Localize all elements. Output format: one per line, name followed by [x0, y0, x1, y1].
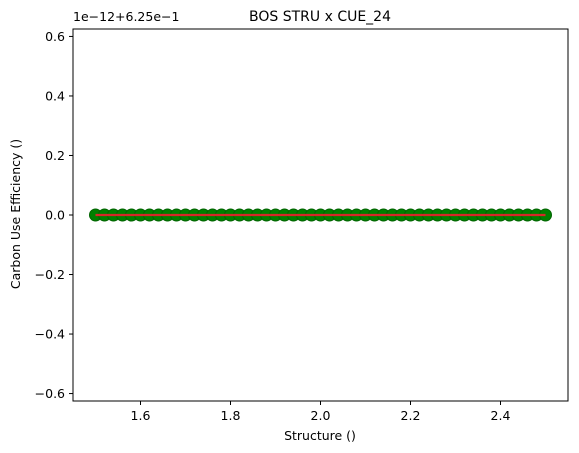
y-axis-offset-label: 1e−12+6.25e−1 — [73, 9, 179, 24]
y-tick-label: −0.4 — [35, 327, 65, 342]
y-tick-label: −0.2 — [35, 267, 65, 282]
y-axis-label: Carbon Use Efficiency () — [8, 139, 23, 289]
y-tick-label: 0.0 — [45, 208, 65, 223]
y-tick-label: 0.4 — [45, 88, 65, 103]
x-tick-label: 2.2 — [401, 408, 421, 423]
x-tick-label: 2.4 — [491, 408, 511, 423]
x-axis-label: Structure () — [284, 428, 356, 443]
x-tick-label: 2.0 — [311, 408, 331, 423]
y-tick-label: 0.6 — [45, 29, 65, 44]
y-tick-label: 0.2 — [45, 148, 65, 163]
x-axis-ticks: 1.6 1.8 2.0 2.2 2.4 — [131, 401, 511, 423]
plot-frame — [72, 28, 569, 402]
x-tick-label: 1.6 — [131, 408, 151, 423]
y-tick-label: −0.6 — [35, 386, 65, 401]
y-axis-ticks: −0.6 −0.4 −0.2 0.0 0.2 0.4 0.6 — [35, 29, 73, 401]
chart-title: BOS STRU x CUE_24 — [249, 9, 391, 25]
x-tick-label: 1.8 — [221, 408, 241, 423]
